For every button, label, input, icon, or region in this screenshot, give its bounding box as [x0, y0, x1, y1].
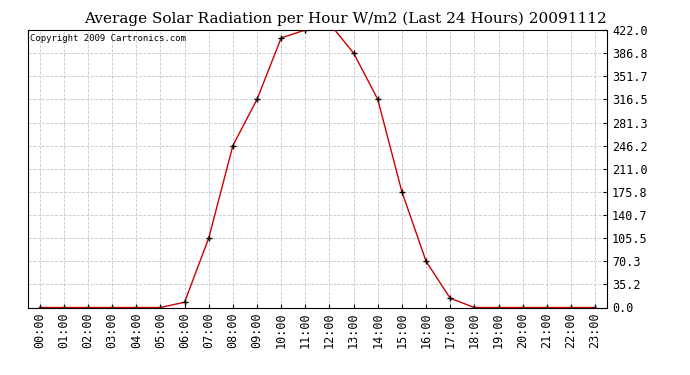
Text: Copyright 2009 Cartronics.com: Copyright 2009 Cartronics.com [30, 34, 186, 43]
Text: Average Solar Radiation per Hour W/m2 (Last 24 Hours) 20091112: Average Solar Radiation per Hour W/m2 (L… [83, 11, 607, 26]
